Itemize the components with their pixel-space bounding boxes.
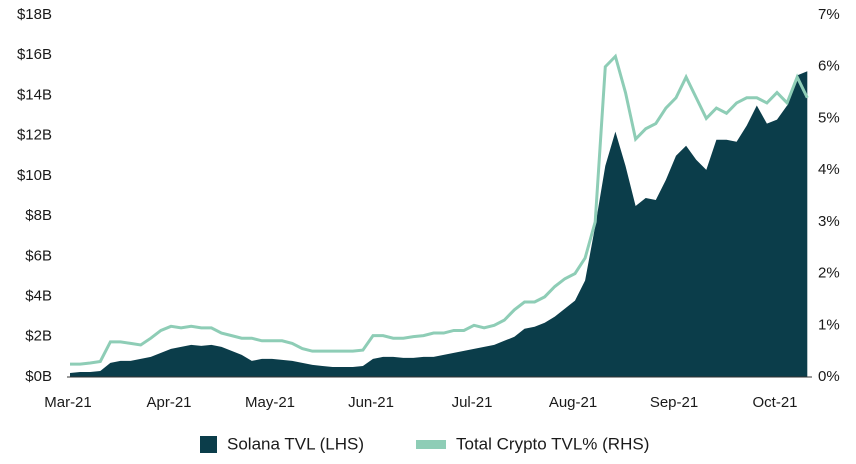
x-tick-label: Aug-21 [549, 394, 597, 411]
y-tick-label: $0B [25, 368, 52, 385]
legend-label: Solana TVL (LHS) [227, 434, 364, 453]
y2-tick-label: 4% [818, 161, 840, 178]
legend-label: Total Crypto TVL% (RHS) [456, 434, 649, 453]
x-tick-label: Jun-21 [348, 394, 394, 411]
y-tick-label: $2B [25, 328, 52, 345]
area [70, 71, 808, 378]
line [70, 53, 809, 366]
y-tick-label: $18B [17, 6, 52, 23]
y-tick-label: $6B [25, 247, 52, 264]
y2-tick-label: 3% [818, 213, 840, 230]
y-tick-label: $10B [17, 167, 52, 184]
y2-tick-label: 2% [818, 265, 840, 282]
y-tick-label: $8B [25, 207, 52, 224]
y2-tick-label: 7% [818, 6, 840, 23]
y-tick-label: $12B [17, 127, 52, 144]
x-tick-label: Jul-21 [452, 394, 493, 411]
y-tick-label: $16B [17, 46, 52, 63]
y2-tick-label: 5% [818, 109, 840, 126]
x-tick-label: Apr-21 [146, 394, 191, 411]
y-tick-label: $14B [17, 86, 52, 103]
y2-tick-label: 1% [818, 316, 840, 333]
legend-swatch [200, 436, 217, 453]
x-tick-label: May-21 [245, 394, 295, 411]
x-tick-label: Mar-21 [44, 394, 92, 411]
y2-tick-label: 6% [818, 58, 840, 75]
y-tick-label: $4B [25, 288, 52, 305]
x-tick-label: Sep-21 [650, 394, 698, 411]
y2-tick-label: 0% [818, 368, 840, 385]
legend-swatch [416, 440, 446, 449]
x-tick-label: Oct-21 [752, 394, 797, 411]
